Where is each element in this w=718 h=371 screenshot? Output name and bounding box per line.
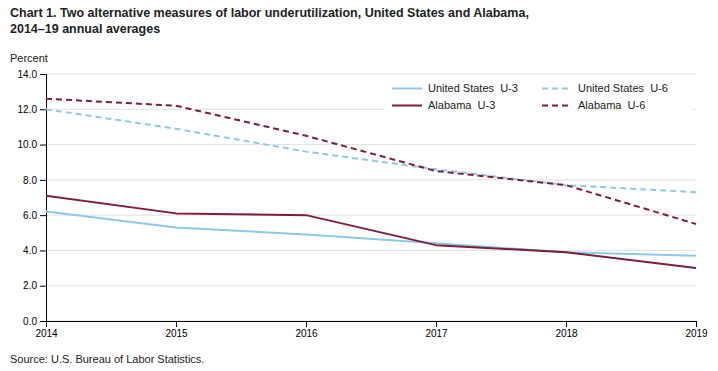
y-tick-label: 2.0: [23, 280, 37, 291]
series-line: [46, 196, 696, 268]
legend-swatch: [542, 88, 572, 90]
series-line: [46, 212, 696, 256]
legend-label: Alabama U-3: [428, 99, 495, 111]
grid-line: [46, 250, 696, 251]
y-tick: 2.0: [23, 280, 46, 291]
x-tick: 2017: [425, 321, 448, 339]
legend-item: United States U-6: [542, 82, 668, 94]
grid-line: [46, 179, 696, 180]
y-tick-label: 12.0: [18, 104, 38, 115]
legend-item: Alabama U-6: [542, 99, 645, 111]
x-tick-mark: [176, 321, 177, 327]
grid-line: [46, 215, 696, 216]
series-line: [46, 109, 696, 192]
x-tick-mark: [696, 321, 697, 327]
chart-container: Chart 1. Two alternative measures of lab…: [0, 0, 718, 371]
x-tick: 2016: [295, 321, 318, 339]
x-axis-line: [47, 322, 697, 328]
y-tick-label: 14.0: [18, 69, 38, 80]
y-tick-mark: [40, 215, 46, 216]
legend-swatch: [392, 105, 422, 107]
title-line: 2014–19 annual averages: [10, 22, 160, 36]
x-tick: 2018: [555, 321, 578, 339]
y-tick: 8.0: [23, 175, 46, 186]
x-tick-label: 2019: [685, 328, 708, 339]
y-tick: 14.0: [18, 69, 46, 80]
x-tick-label: 2018: [555, 328, 578, 339]
y-axis-label: Percent: [10, 52, 48, 64]
y-tick-mark: [40, 180, 46, 181]
x-tick-label: 2017: [425, 328, 448, 339]
chart: Chart 1. Two alternative measures of lab…: [0, 0, 718, 371]
x-tick-label: 2016: [295, 328, 318, 339]
legend-label: United States U-3: [428, 82, 518, 94]
x-tick: 2019: [685, 321, 708, 339]
x-tick: 2014: [35, 321, 58, 339]
y-tick-label: 0.0: [23, 316, 37, 327]
y-tick-label: 6.0: [23, 210, 37, 221]
y-axis: 0.0 2.0 4.0 6.0 8.0 10.0 12.0 14.0: [18, 69, 47, 327]
y-tick-mark: [40, 145, 46, 146]
y-tick-label: 10.0: [18, 139, 38, 150]
legend-background: [384, 76, 692, 118]
legend-item: United States U-3: [392, 82, 518, 94]
grid-line: [46, 74, 696, 75]
legend: United States U-3 United States U-6 Alabam…: [384, 76, 692, 118]
y-tick-mark: [40, 74, 46, 75]
title-line: Chart 1. Two alternative measures of lab…: [10, 6, 529, 20]
y-tick: 4.0: [23, 245, 46, 256]
legend-swatch: [392, 88, 422, 90]
y-tick: 12.0: [18, 104, 46, 115]
x-tick-mark: [46, 321, 47, 327]
grid-line: [46, 144, 696, 145]
lines: [46, 99, 696, 268]
y-axis-line: [40, 75, 47, 322]
grid-line: [46, 285, 696, 286]
x-tick-mark: [566, 321, 567, 327]
x-tick-label: 2015: [165, 328, 188, 339]
x-tick-mark: [436, 321, 437, 327]
x-axis: 2014 2015 2016 2017 2018 2019: [35, 321, 708, 339]
legend-item: Alabama U-3: [392, 99, 495, 111]
grid: [46, 74, 696, 321]
y-tick-mark: [40, 250, 46, 251]
source-note: Source: U.S. Bureau of Labor Statistics.: [10, 353, 204, 365]
y-tick-mark: [40, 321, 46, 322]
x-tick-mark: [306, 321, 307, 327]
legend-label: United States U-6: [578, 82, 668, 94]
y-tick: 6.0: [23, 210, 46, 221]
y-tick: 0.0: [23, 316, 46, 327]
y-tick: 10.0: [18, 139, 46, 150]
x-tick: 2015: [165, 321, 188, 339]
legend-label: Alabama U-6: [578, 99, 645, 111]
y-tick-label: 8.0: [23, 175, 37, 186]
title: Chart 1. Two alternative measures of lab…: [10, 6, 529, 36]
y-tick-label: 4.0: [23, 245, 37, 256]
x-tick-label: 2014: [35, 328, 58, 339]
plot-area: 0.02.04.06.08.010.012.014.02014201520162…: [18, 69, 709, 339]
y-tick-mark: [40, 109, 46, 110]
legend-swatch: [542, 105, 572, 107]
y-tick-mark: [40, 286, 46, 287]
